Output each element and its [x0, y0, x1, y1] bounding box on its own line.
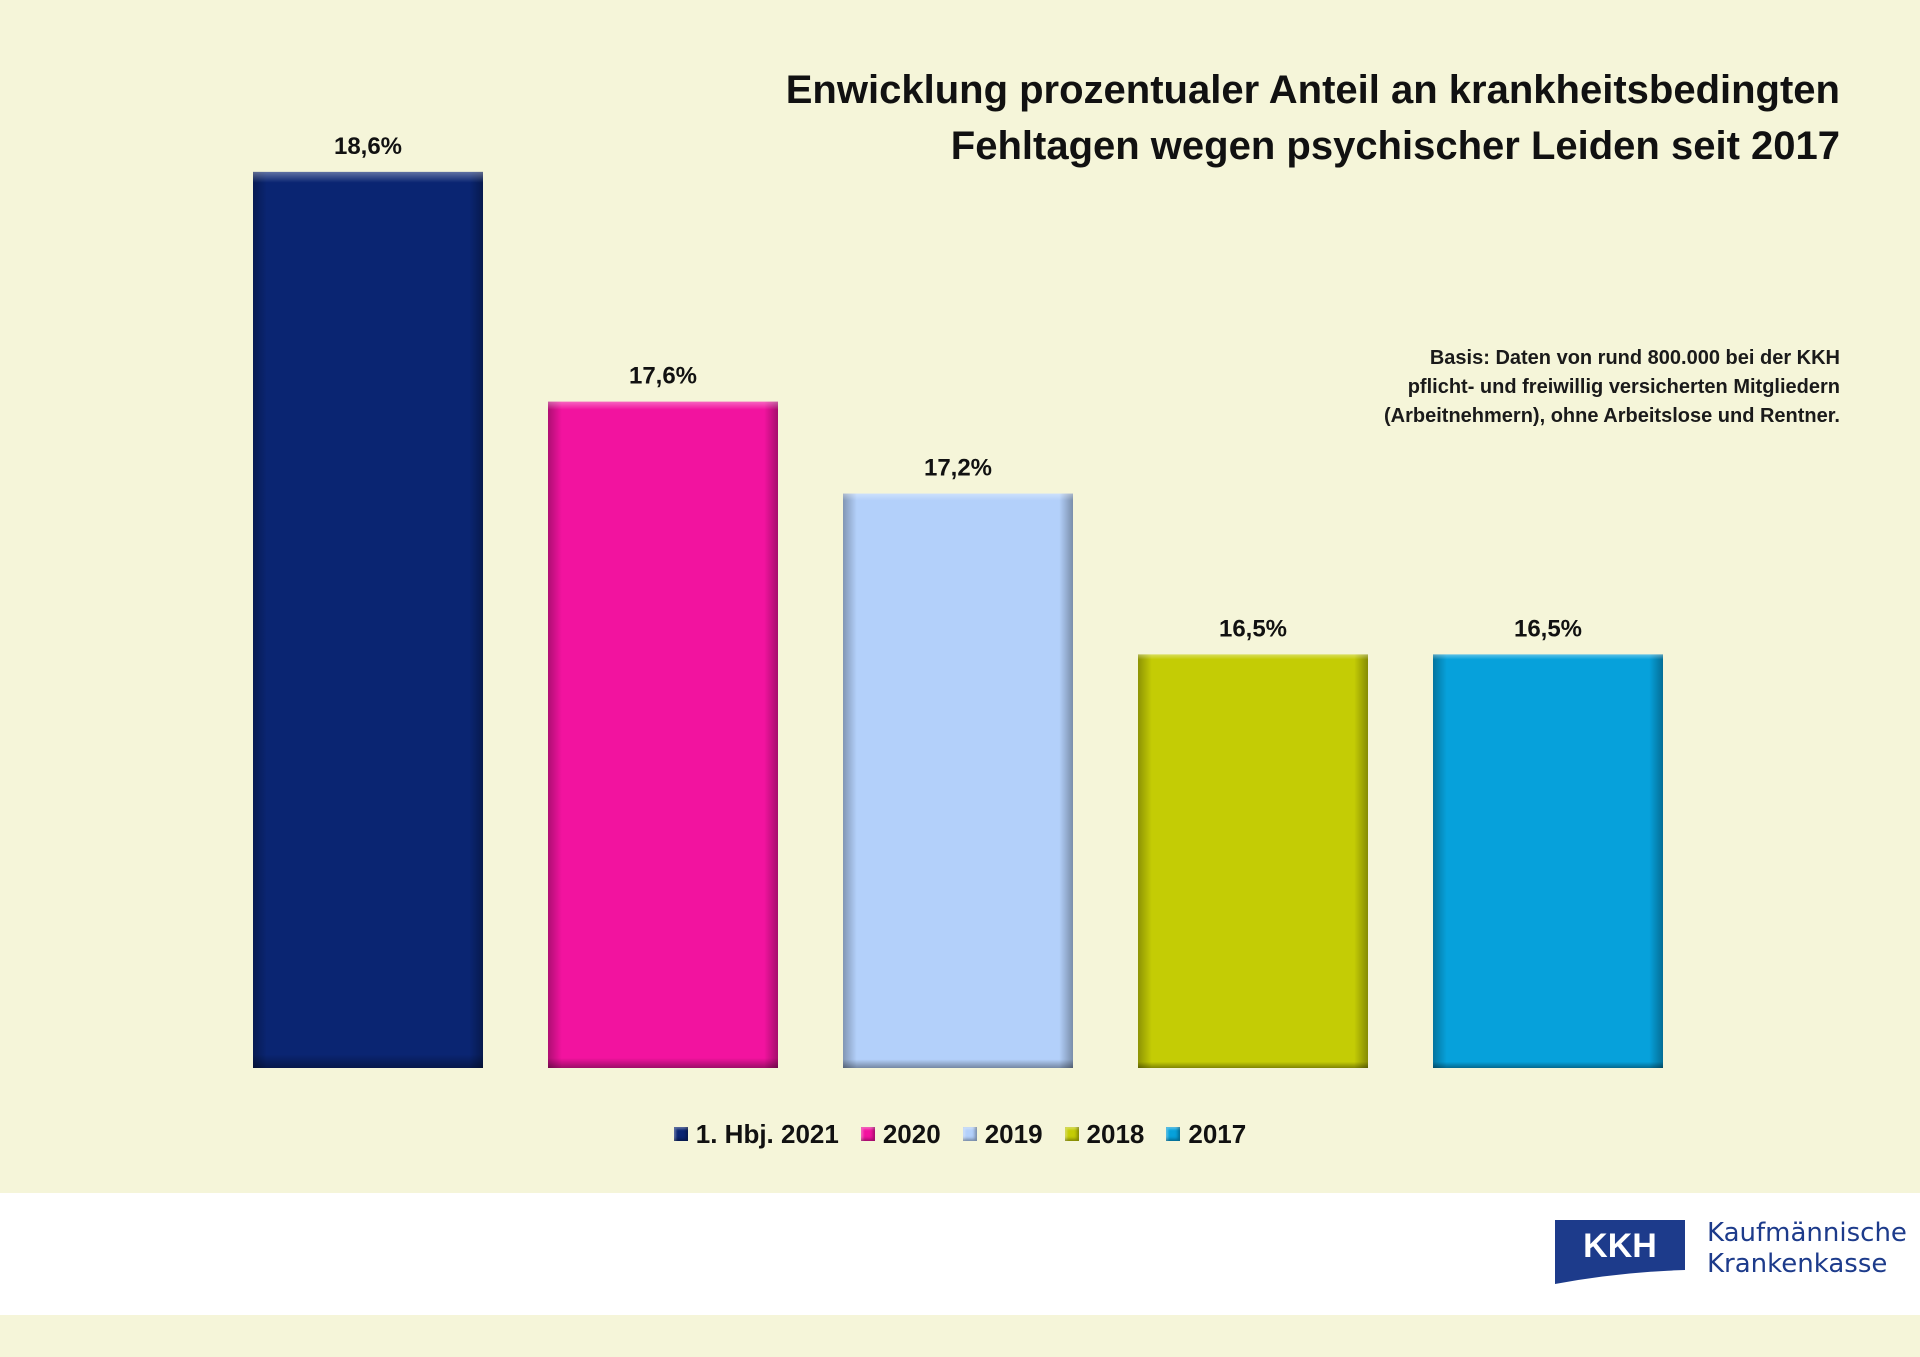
- bars-layer: 18,6% 17,6% 17,2% 16,5% 16,5%: [253, 133, 1663, 1068]
- bar-chart: 18,6% 17,6% 17,2% 16,5% 16,5%: [253, 133, 1663, 1068]
- kkh-logo-name-line-2: Krankenkasse: [1707, 1249, 1888, 1279]
- kkh-logo: KKH: [1555, 1220, 1685, 1284]
- legend-item-1-hbj-2021: 1. Hbj. 2021: [673, 1118, 839, 1150]
- data-label-1-hbj-2021: 18,6%: [334, 133, 402, 160]
- legend-item-2019: 2019: [962, 1118, 1043, 1150]
- bottom-strip: [0, 1315, 1920, 1357]
- basis-note-line-1: Basis: Daten von rund 800.000 bei der KK…: [1429, 347, 1840, 369]
- kkh-logo-name-line-1: Kaufmännische: [1707, 1218, 1907, 1248]
- bar-bevel-top-2019: [843, 493, 1073, 1068]
- bar-bevel-top-2020: [548, 401, 778, 1068]
- legend-label-2020: 2020: [882, 1118, 941, 1149]
- basis-note-line-3: (Arbeitnehmern), ohne Arbeitslose und Re…: [1384, 405, 1840, 427]
- bar-bevel-top-1-hbj-2021: [253, 171, 483, 1068]
- legend-swatch-2018: [1064, 1127, 1079, 1141]
- legend-label-1-hbj-2021: 1. Hbj. 2021: [695, 1118, 839, 1149]
- legend-item-2017: 2017: [1166, 1119, 1246, 1150]
- data-label-2017: 16,5%: [1514, 615, 1582, 642]
- bar-group-2017: 16,5%: [1433, 615, 1663, 1068]
- kkh-logo-mark: [1555, 1220, 1685, 1284]
- bar-bevel-top-2018: [1138, 654, 1368, 1068]
- legend-label-2017: 2017: [1188, 1118, 1247, 1149]
- bar-group-1-hbj-2021: 18,6%: [253, 133, 483, 1068]
- bar-group-2019: 17,2%: [843, 455, 1073, 1068]
- kkh-logo-mark-text: KKH: [1583, 1227, 1657, 1265]
- chart-title-line-2: Fehltagen wegen psychischer Leiden seit …: [950, 124, 1840, 168]
- basis-note: Basis: Daten von rund 800.000 bei der KK…: [1140, 344, 1840, 431]
- data-label-2020: 17,6%: [629, 363, 697, 390]
- legend: 1. Hbj. 2021 2020 2019 2018 2017: [0, 1112, 1920, 1156]
- basis-note-line-2: pflicht- und freiwillig versicherten Mit…: [1407, 376, 1840, 398]
- legend-label-2019: 2019: [984, 1118, 1043, 1149]
- data-label-2018: 16,5%: [1219, 615, 1287, 642]
- legend-swatch-2020: [860, 1127, 875, 1141]
- legend-label-2018: 2018: [1086, 1118, 1145, 1149]
- legend-swatch-1-hbj-2021: [673, 1127, 688, 1141]
- legend-item-2020: 2020: [860, 1118, 941, 1150]
- bar-bevel-top-2017: [1433, 654, 1663, 1068]
- chart-title: Enwicklung prozentualer Anteil an krankh…: [640, 62, 1840, 174]
- bar-group-2018: 16,5%: [1138, 615, 1368, 1068]
- legend-item-2018: 2018: [1064, 1118, 1145, 1150]
- chart-title-line-1: Enwicklung prozentualer Anteil an krankh…: [785, 68, 1840, 112]
- data-label-2019: 17,2%: [924, 455, 992, 482]
- legend-swatch-2017: [1166, 1127, 1181, 1141]
- legend-swatch-2019: [962, 1127, 977, 1141]
- bar-group-2020: 17,6%: [548, 363, 778, 1068]
- kkh-logo-name: Kaufmännische Krankenkasse: [1707, 1218, 1907, 1280]
